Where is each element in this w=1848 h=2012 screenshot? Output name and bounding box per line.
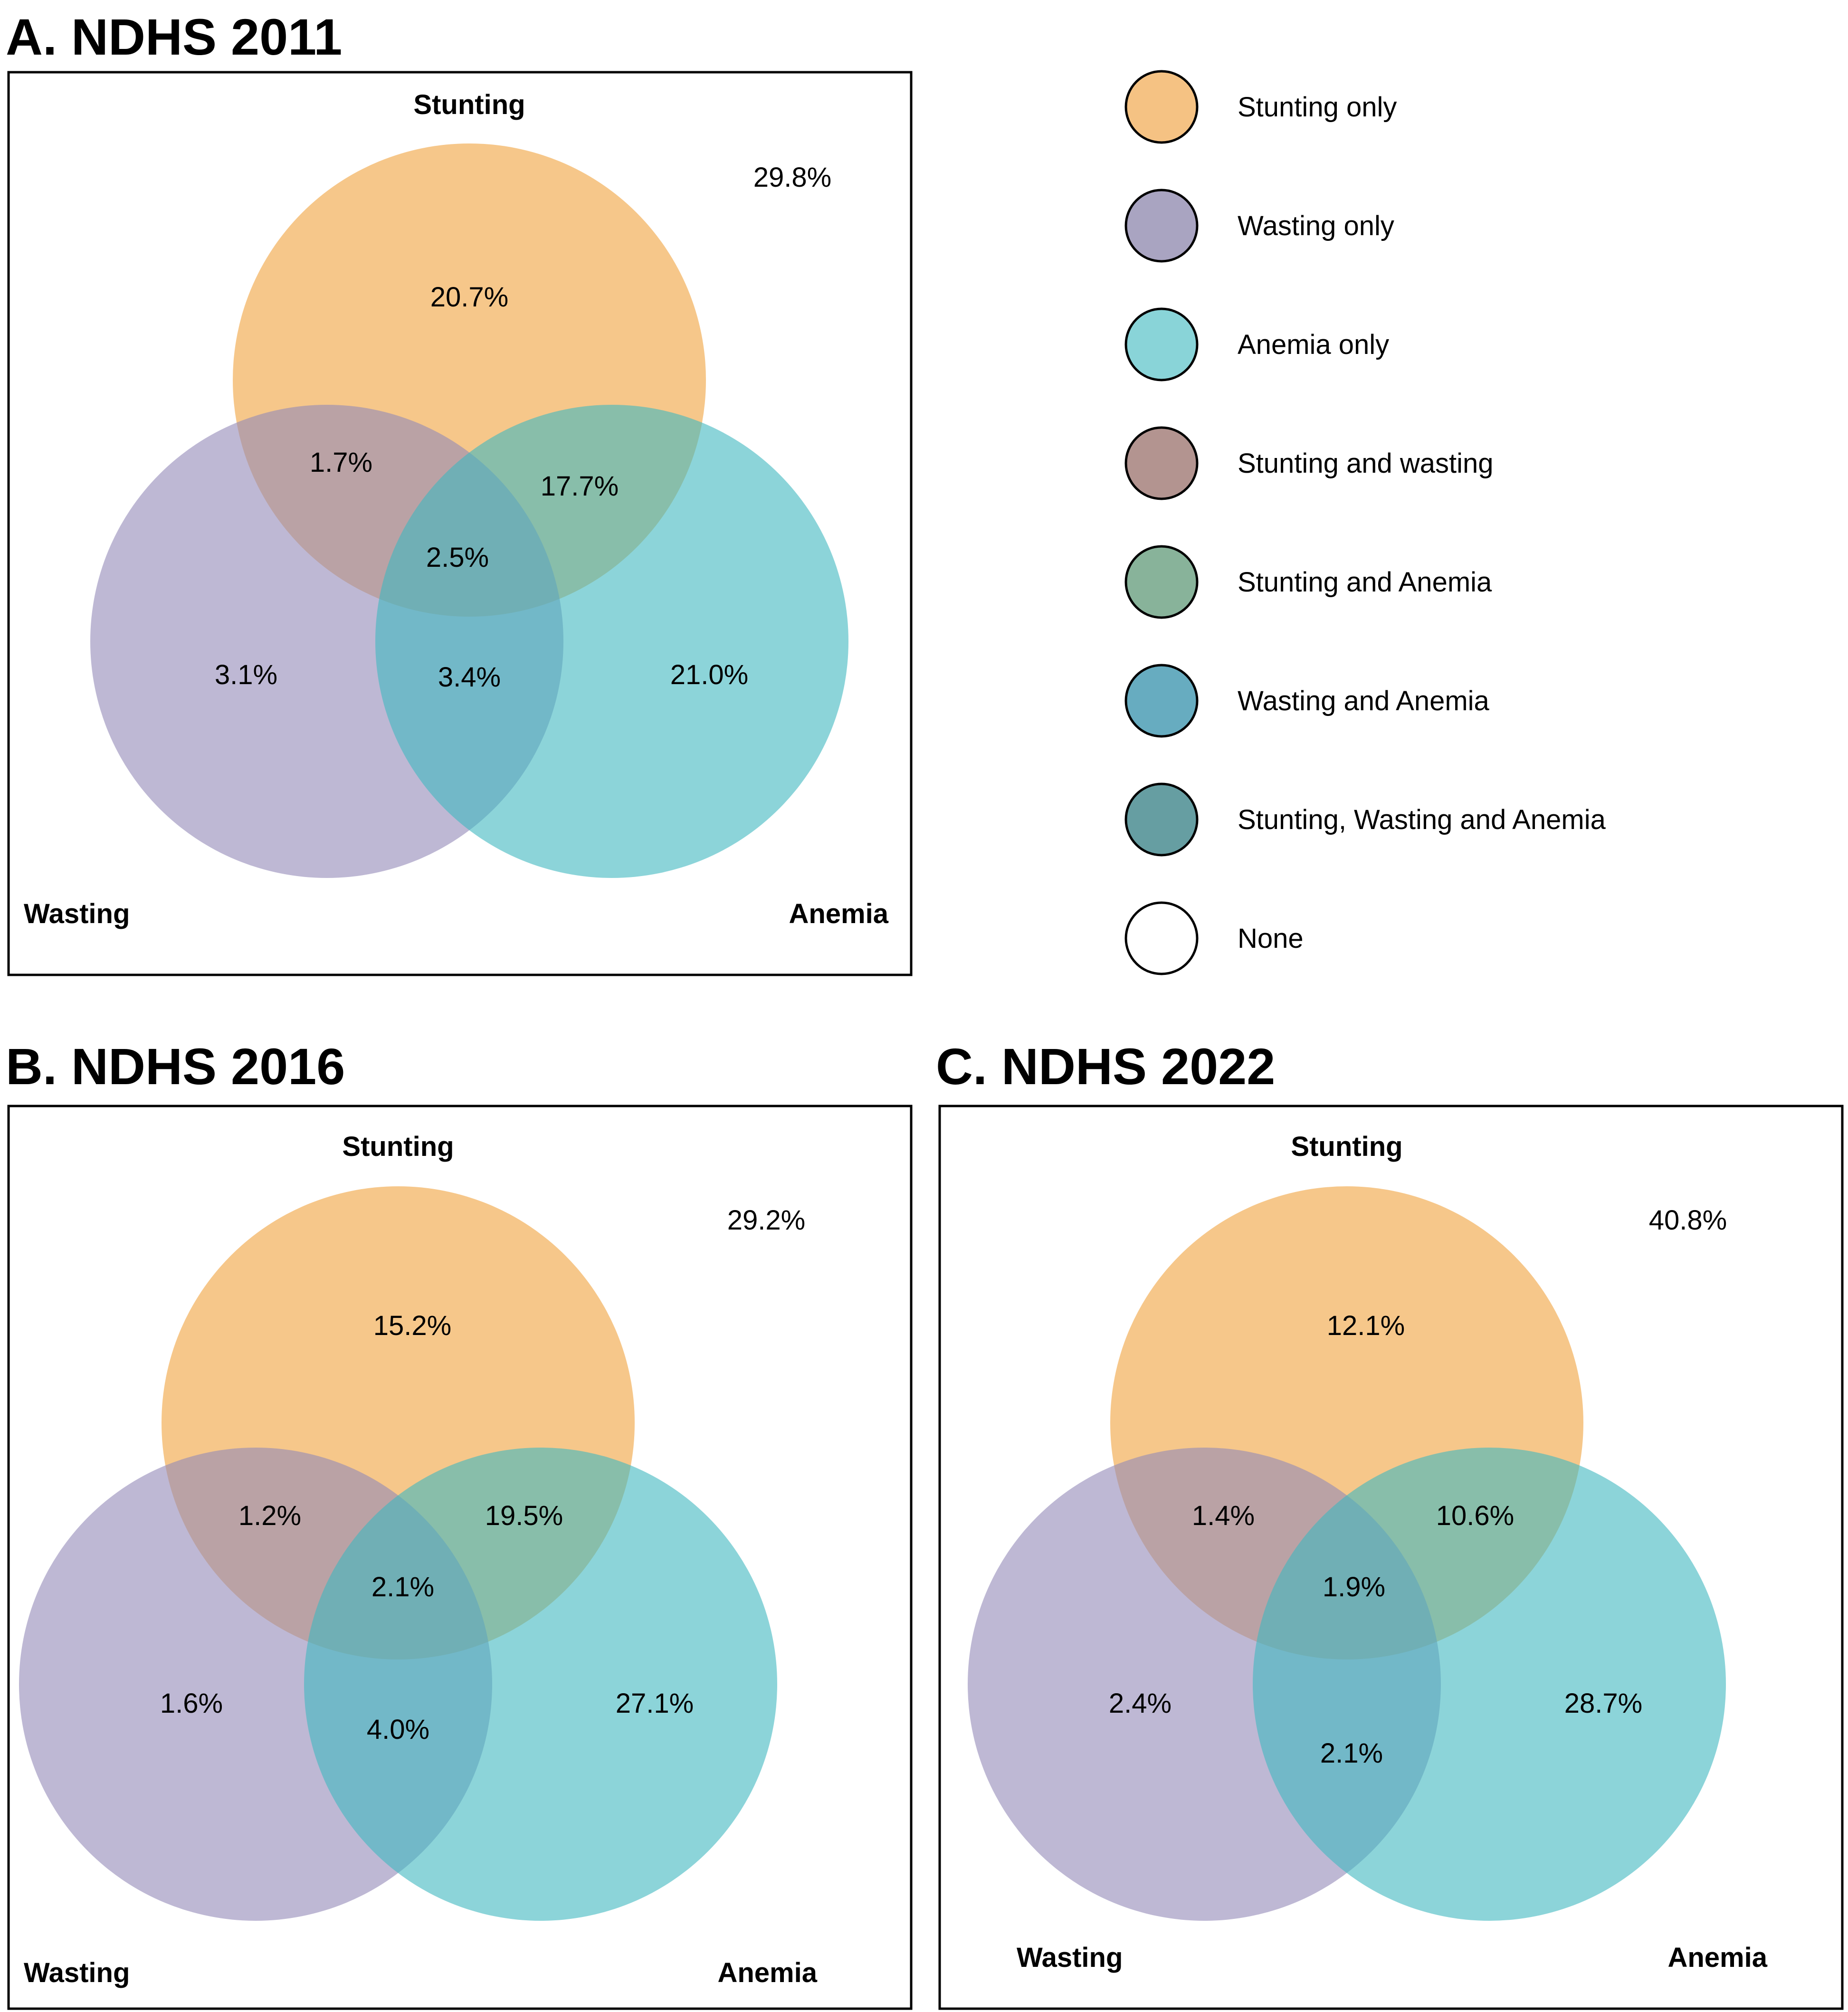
panel-c-stunting-anemia-value: 10.6% (1436, 1500, 1514, 1531)
legend-item-anemia-only: Anemia only (1124, 307, 1389, 381)
legend-label: Wasting and Anemia (1238, 686, 1490, 716)
panel-a-venn (90, 143, 848, 878)
panel-c-stunting-wasting-value: 1.4% (1192, 1500, 1255, 1531)
panel-a-stunting-anemia-value: 17.7% (541, 471, 619, 502)
legend-label: Stunting, Wasting and Anemia (1238, 804, 1606, 835)
panel-c-anemia-label: Anemia (1667, 1942, 1767, 1973)
panel-c-wasting-only-value: 2.4% (1109, 1688, 1172, 1719)
panel-b-stunting-wasting-value: 1.2% (238, 1500, 301, 1531)
panel-a-anemia-only-value: 21.0% (670, 659, 748, 690)
panel-b-wasting-label: Wasting (24, 1957, 130, 1988)
panel-a-stunting-only-value: 20.7% (430, 282, 508, 313)
panel-c-wasting-label: Wasting (1017, 1942, 1123, 1973)
legend-label: Anemia only (1238, 329, 1389, 360)
panel-b-frame (7, 1105, 913, 2010)
panel-c-wasting-anemia-value: 2.1% (1320, 1738, 1383, 1769)
panel-b-stunting-anemia-value: 19.5% (485, 1500, 563, 1531)
panel-a-none-value: 29.8% (753, 162, 831, 193)
legend-label: None (1238, 923, 1304, 954)
panel-b-all-three-value: 2.1% (372, 1572, 434, 1602)
panel-a: A. NDHS 2011 Stunting Wasting Anemia 29.… (6, 8, 913, 976)
panel-a-anemia-circle (375, 405, 848, 878)
legend-label: Stunting only (1238, 92, 1397, 123)
panel-a-title: A. NDHS 2011 (6, 8, 342, 66)
panel-a-stunting-wasting-value: 1.7% (310, 447, 372, 478)
legend-swatch (1124, 545, 1199, 619)
panel-c-title: C. NDHS 2022 (936, 1038, 1275, 1095)
panel-b-stunting-label: Stunting (342, 1131, 454, 1162)
legend-item-wasting-and-anemia: Wasting and Anemia (1124, 664, 1490, 738)
panel-c-stunting-only-value: 12.1% (1327, 1310, 1405, 1341)
panel-c-stunting-label: Stunting (1291, 1131, 1402, 1162)
legend: Stunting only Wasting only Anemia only S… (1124, 70, 1606, 975)
legend-swatch (1124, 70, 1199, 144)
panel-b-title: B. NDHS 2016 (6, 1038, 345, 1095)
legend-swatch (1124, 901, 1199, 975)
legend-item-stunting-and-anemia: Stunting and Anemia (1124, 545, 1492, 619)
panel-b: B. NDHS 2016 Stunting Wasting Anemia 29.… (6, 1038, 913, 2010)
panel-c: C. NDHS 2022 Stunting Wasting Anemia 40.… (936, 1038, 1844, 2010)
panel-b-anemia-circle (304, 1448, 777, 1921)
legend-label: Stunting and wasting (1238, 448, 1493, 479)
legend-swatch (1124, 664, 1199, 738)
legend-item-all-three: Stunting, Wasting and Anemia (1124, 782, 1606, 857)
panel-c-venn (968, 1186, 1726, 1921)
legend-item-stunting-only: Stunting only (1124, 70, 1397, 144)
panel-a-anemia-label: Anemia (789, 898, 888, 929)
panel-c-anemia-circle (1253, 1448, 1726, 1921)
panel-b-venn (19, 1186, 777, 1921)
legend-label: Wasting only (1238, 210, 1394, 241)
panel-b-wasting-anemia-value: 4.0% (367, 1714, 429, 1745)
panel-a-wasting-label: Wasting (24, 898, 130, 929)
legend-swatch (1124, 307, 1199, 381)
panel-a-frame (7, 71, 913, 976)
panel-b-wasting-only-value: 1.6% (160, 1688, 223, 1719)
panel-b-none-value: 29.2% (727, 1205, 805, 1236)
panel-a-all-three-value: 2.5% (426, 542, 489, 573)
legend-swatch (1124, 782, 1199, 857)
panel-c-none-value: 40.8% (1649, 1205, 1727, 1236)
legend-item-wasting-only: Wasting only (1124, 189, 1394, 263)
panel-a-wasting-anemia-value: 3.4% (438, 662, 501, 693)
legend-swatch (1124, 426, 1199, 500)
legend-swatch (1124, 189, 1199, 263)
panel-c-all-three-value: 1.9% (1323, 1572, 1385, 1602)
panel-b-anemia-label: Anemia (717, 1957, 817, 1988)
panel-b-stunting-only-value: 15.2% (373, 1310, 451, 1341)
panel-c-frame (938, 1105, 1844, 2010)
panel-a-wasting-only-value: 3.1% (215, 659, 277, 690)
panel-c-anemia-only-value: 28.7% (1564, 1688, 1642, 1719)
legend-item-stunting-and-wasting: Stunting and wasting (1124, 426, 1493, 500)
legend-label: Stunting and Anemia (1238, 567, 1492, 598)
panel-a-stunting-label: Stunting (413, 89, 525, 120)
legend-item-none: None (1124, 901, 1304, 975)
panel-b-anemia-only-value: 27.1% (616, 1688, 694, 1719)
